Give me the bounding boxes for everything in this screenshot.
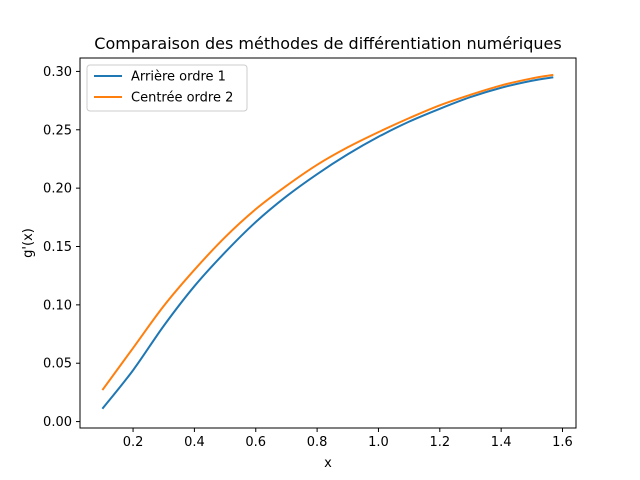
plot-frame: [79, 57, 577, 429]
y-tick-label: 0.25: [43, 123, 72, 138]
legend-label-centree: Centrée ordre 2: [131, 91, 233, 106]
chart-title: Comparaison des méthodes de différentiat…: [94, 34, 561, 53]
y-axis-ticks: 0.00 0.05 0.10 0.15 0.20 0.25 0.30: [43, 65, 80, 430]
legend: Arrière ordre 1 Centrée ordre 2: [86, 64, 248, 112]
legend-label-arriere: Arrière ordre 1: [131, 70, 226, 85]
y-axis-label: g'(x): [21, 228, 36, 258]
y-tick-label: 0.30: [43, 65, 72, 80]
y-tick-label: 0.15: [43, 240, 72, 255]
y-tick-label: 0.05: [43, 357, 72, 372]
x-tick-label: 0.2: [123, 435, 144, 450]
y-tick-label: 0.20: [43, 182, 72, 197]
x-axis-ticks: 0.2 0.4 0.6 0.8 1.0 1.2 1.4 1.6: [123, 428, 573, 450]
y-tick-label: 0.10: [43, 298, 72, 313]
x-tick-label: 1.0: [368, 435, 389, 450]
series-line-centree: [101, 73, 554, 391]
x-tick-label: 0.4: [184, 435, 205, 450]
series-layer: [101, 73, 554, 410]
x-tick-label: 1.4: [491, 435, 512, 450]
legend-box: [86, 64, 248, 112]
x-tick-label: 1.2: [429, 435, 450, 450]
x-tick-label: 0.6: [245, 435, 266, 450]
y-tick-label: 0.00: [43, 415, 72, 430]
x-axis-label: x: [324, 456, 332, 471]
x-tick-label: 1.6: [552, 435, 573, 450]
series-line-arriere: [101, 76, 554, 410]
x-tick-label: 0.8: [307, 435, 328, 450]
